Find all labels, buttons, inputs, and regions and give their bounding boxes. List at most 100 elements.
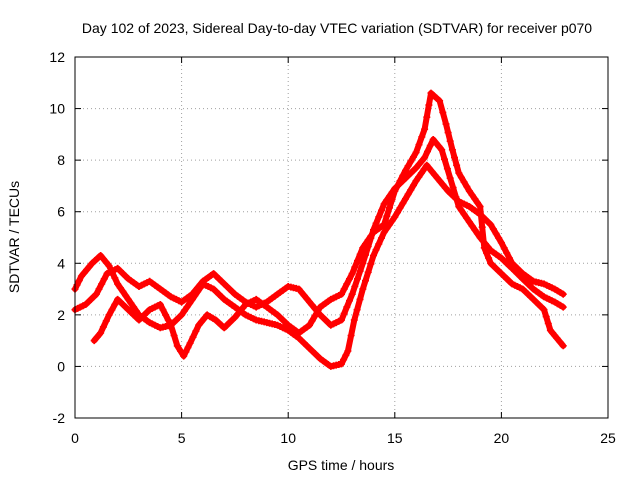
data-point	[380, 200, 388, 208]
data-point-marker	[471, 195, 479, 203]
data-point	[476, 203, 484, 211]
data-point-marker	[463, 214, 471, 222]
data-point	[178, 311, 186, 319]
data-point	[412, 148, 420, 156]
data-point-marker	[492, 230, 500, 238]
data-point	[436, 97, 444, 105]
data-point-marker	[415, 141, 423, 149]
y-axis-label: SDTVAR / TECUs	[6, 181, 22, 293]
data-point-marker	[495, 234, 503, 242]
y-tick-label: 2	[57, 307, 65, 323]
data-point-marker	[99, 323, 107, 331]
data-point	[442, 120, 450, 128]
x-tick-label: 5	[178, 430, 186, 446]
data-point-marker	[468, 222, 476, 230]
y-tick-label: 6	[57, 204, 65, 220]
data-point-marker	[407, 157, 415, 165]
data-point	[497, 239, 505, 247]
data-point	[455, 169, 463, 177]
data-point-marker	[375, 240, 383, 248]
data-point-marker	[354, 257, 361, 265]
plot-frame	[74, 56, 609, 419]
data-point-marker	[415, 173, 423, 181]
series-layer	[71, 89, 567, 370]
chart-title: Day 102 of 2023, Sidereal Day-to-day VTE…	[82, 20, 592, 36]
data-point-marker	[189, 333, 197, 341]
data-point-marker	[407, 186, 415, 194]
data-point-marker	[100, 275, 108, 283]
data-point	[124, 295, 132, 303]
data-point-marker	[394, 182, 401, 190]
data-point-marker	[362, 240, 369, 248]
y-tick-label: -2	[53, 410, 66, 426]
data-point-marker	[478, 223, 486, 231]
data-point-marker	[314, 308, 321, 316]
data-point-marker	[119, 288, 127, 296]
data-point	[180, 352, 188, 360]
data-point	[370, 252, 377, 259]
data-point	[559, 342, 567, 350]
data-point-marker	[473, 199, 481, 207]
data-point-marker	[95, 285, 103, 293]
data-point-marker	[347, 332, 355, 339]
data-point-marker	[556, 338, 564, 346]
data-point-marker	[444, 129, 452, 137]
data-point-marker	[441, 155, 448, 163]
data-point-marker	[367, 260, 375, 268]
x-tick-label: 0	[71, 430, 79, 446]
y-tick-label: 0	[57, 358, 65, 374]
data-point-marker	[356, 250, 364, 258]
data-point-marker	[364, 268, 372, 276]
data-point-marker	[446, 137, 454, 145]
data-point-marker	[451, 154, 458, 162]
data-point-marker	[449, 184, 457, 192]
data-point-marker	[362, 277, 369, 285]
data-point	[448, 146, 456, 154]
data-point	[348, 270, 356, 278]
data-point-marker	[122, 292, 130, 299]
data-point	[156, 301, 164, 308]
data-point-marker	[186, 299, 194, 307]
x-tick-label: 25	[600, 430, 616, 446]
y-tick-label: 8	[57, 152, 65, 168]
data-point-marker	[386, 204, 393, 212]
data-point	[105, 262, 113, 270]
data-point	[446, 174, 454, 182]
x-axis-label: GPS time / hours	[288, 457, 395, 473]
data-point-marker	[162, 311, 170, 319]
data-point	[359, 244, 367, 252]
data-point-marker	[383, 225, 391, 232]
data-point	[114, 280, 122, 288]
data-point-marker	[460, 210, 468, 218]
data-point-marker	[180, 307, 188, 315]
data-point	[350, 316, 358, 324]
data-point	[465, 218, 473, 226]
data-point	[380, 221, 388, 229]
data-point-marker	[340, 310, 348, 318]
data-point	[359, 259, 367, 267]
data-point-marker	[98, 280, 106, 288]
data-point-marker	[127, 299, 135, 307]
data-point	[105, 311, 113, 319]
data-point-marker	[460, 178, 468, 186]
data-point-marker	[473, 230, 481, 238]
data-point-marker	[489, 225, 497, 233]
data-point	[90, 337, 98, 345]
data-point-marker	[184, 344, 192, 351]
data-point	[391, 187, 399, 195]
data-point	[92, 290, 100, 298]
data-point-marker	[182, 348, 190, 356]
data-point-marker	[93, 333, 101, 341]
y-tick-label: 12	[49, 49, 65, 65]
data-point-marker	[439, 108, 447, 116]
data-point-marker	[378, 234, 385, 242]
data-point-marker	[423, 113, 431, 121]
data-point-marker	[340, 285, 348, 293]
data-point-marker	[364, 236, 372, 244]
data-point-marker	[500, 244, 508, 252]
data-point-marker	[452, 193, 460, 201]
data-point-marker	[372, 219, 380, 227]
data-point-marker	[75, 277, 83, 284]
data-point-marker	[542, 313, 550, 321]
data-point-marker	[311, 312, 319, 320]
